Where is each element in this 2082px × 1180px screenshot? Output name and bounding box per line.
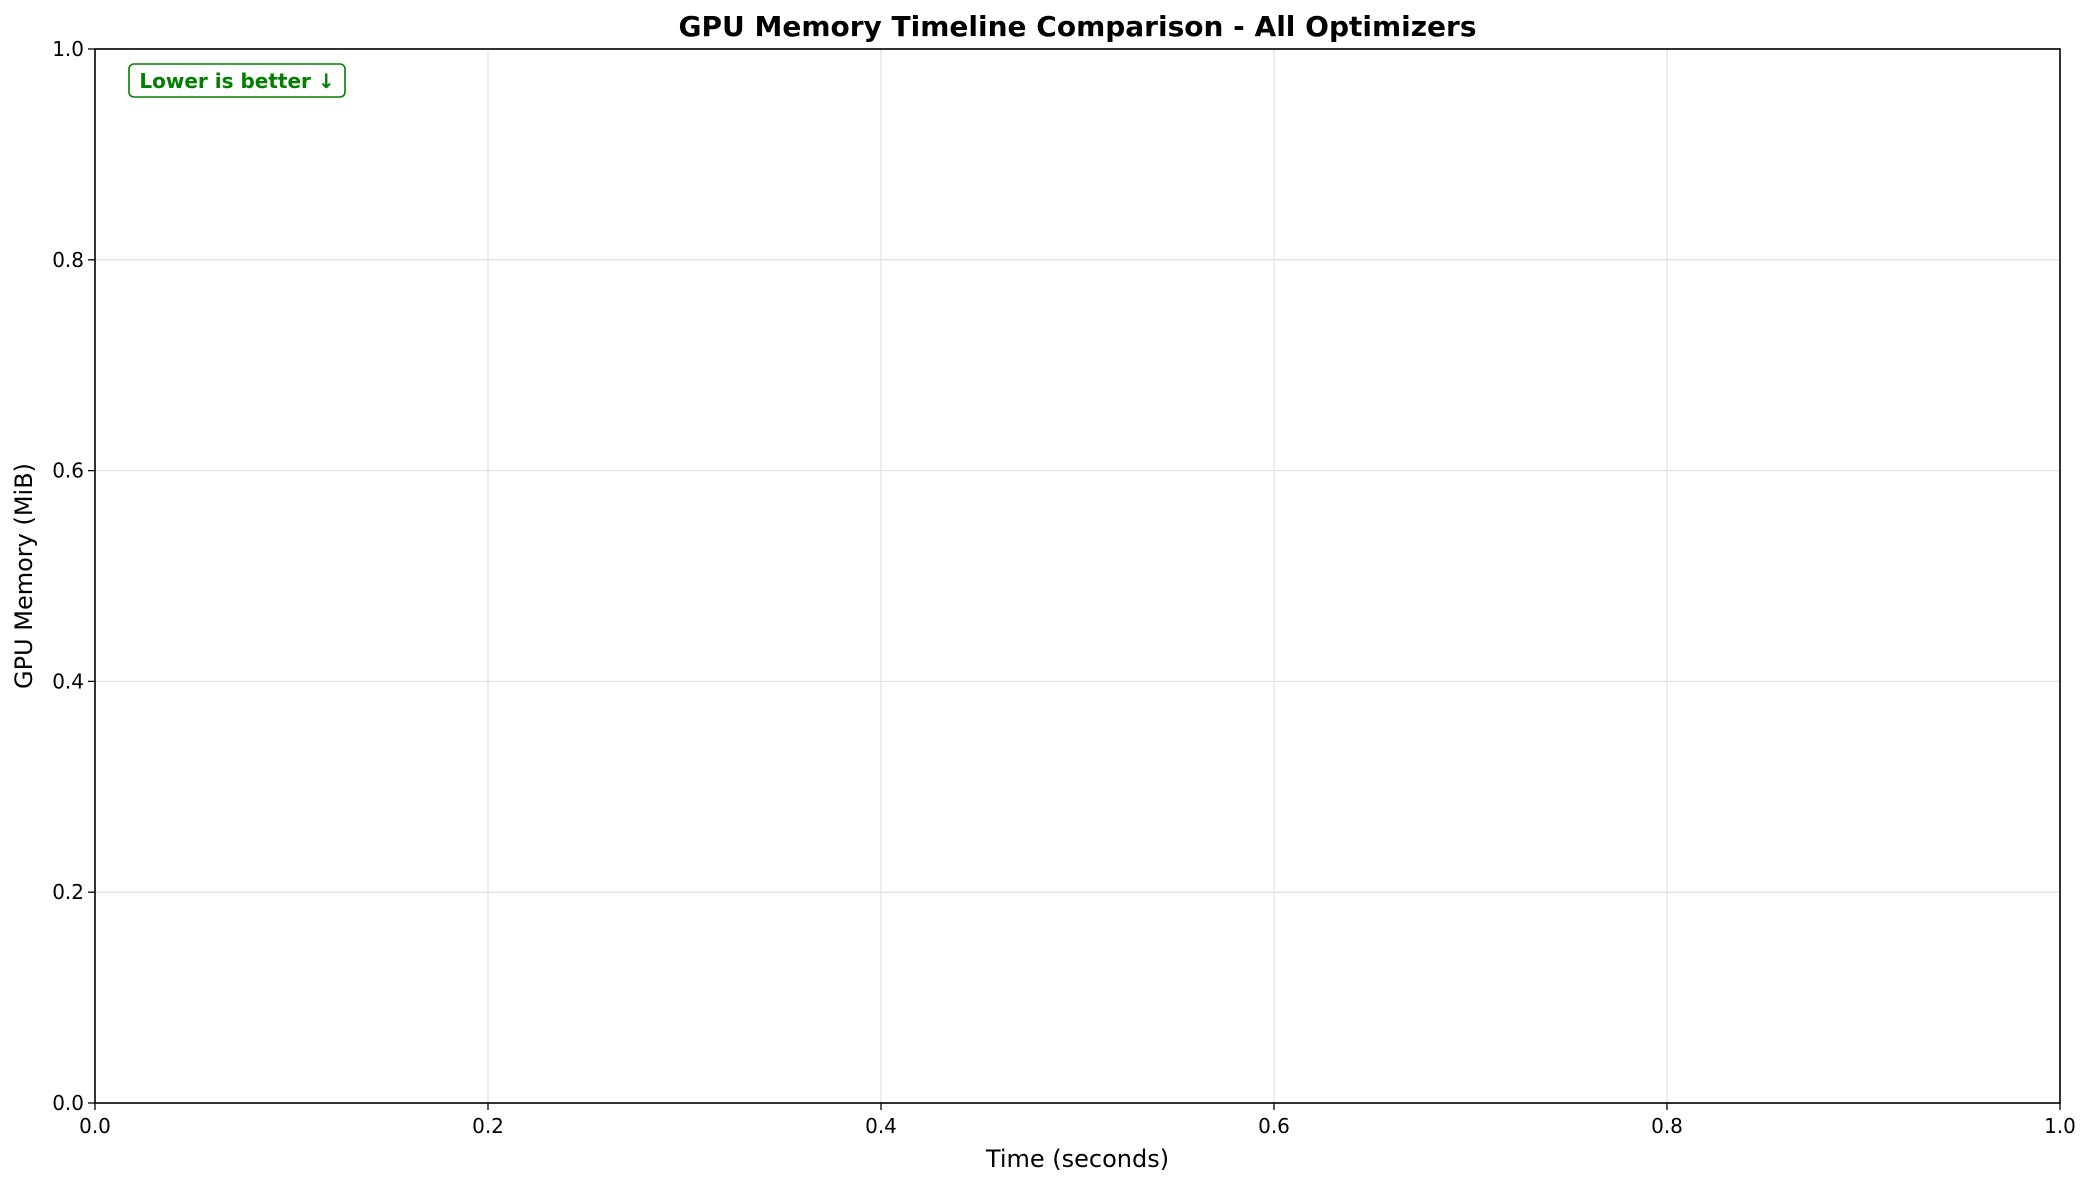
x-tick-label: 0.2 <box>472 1114 504 1138</box>
x-tick-label: 0.8 <box>1651 1114 1683 1138</box>
y-tick-label: 0.6 <box>52 459 84 483</box>
x-tick-label: 0.6 <box>1258 1114 1290 1138</box>
y-tick-label: 0.0 <box>52 1091 84 1115</box>
chart-title: GPU Memory Timeline Comparison - All Opt… <box>678 10 1476 43</box>
x-tick-label: 0.0 <box>79 1114 111 1138</box>
axis-ticks: 0.0 0.2 0.4 0.6 0.8 1.0 0.0 0.2 0.4 0.6 0.8 1.0 <box>52 37 2076 1138</box>
x-axis-label: Time (seconds) <box>985 1145 1169 1173</box>
annotation-text: Lower is better ↓ <box>139 69 334 93</box>
y-tick-label: 0.4 <box>52 669 84 693</box>
y-axis-label: GPU Memory (MiB) <box>10 463 38 689</box>
x-tick-label: 0.4 <box>865 1114 897 1138</box>
annotation-box-frame <box>128 63 346 98</box>
y-tick-label: 0.8 <box>52 248 84 272</box>
x-tick-label: 1.0 <box>2044 1114 2076 1138</box>
y-tick-label: 0.2 <box>52 880 84 904</box>
lower-is-better-annotation: Lower is better ↓ <box>128 63 346 98</box>
y-tick-label: 1.0 <box>52 37 84 61</box>
plot-area-frame <box>94 48 2061 1104</box>
